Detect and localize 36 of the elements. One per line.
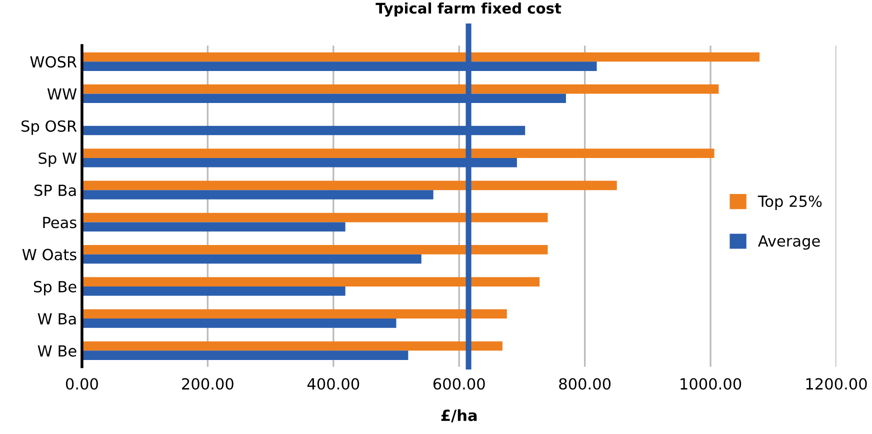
- y-tick-label: W Ba: [38, 313, 76, 325]
- x-tick-label: 0.00: [66, 378, 98, 390]
- bar: [82, 341, 502, 351]
- x-tick-label: 800.00: [559, 378, 611, 390]
- bar: [82, 245, 548, 254]
- bar: [82, 190, 434, 200]
- x-tick-label: 1200.00: [806, 378, 867, 390]
- bar: [82, 254, 422, 264]
- legend-label: Average: [758, 235, 820, 250]
- bar: [82, 318, 396, 328]
- bar: [82, 309, 507, 319]
- bar: [82, 277, 540, 286]
- y-tick-label: W Be: [38, 345, 76, 357]
- x-tick-label: 600.00: [433, 378, 485, 390]
- y-tick-label: Sp W: [38, 152, 77, 167]
- y-tick-label: Sp OSR: [22, 120, 77, 135]
- y-tick-label: SP Ba: [34, 184, 76, 196]
- y-tick-label: W Oats: [22, 248, 76, 260]
- bar: [82, 180, 617, 190]
- x-tick-label: 200.00: [182, 378, 234, 390]
- bar: [82, 286, 346, 296]
- y-tick-label: Peas: [43, 216, 76, 228]
- x-tick-label: 400.00: [307, 378, 360, 390]
- y-tick-label: Sp Be: [34, 280, 76, 296]
- bar: [82, 148, 714, 158]
- bar: [82, 350, 408, 360]
- bar: [82, 222, 346, 232]
- bar: [82, 212, 548, 222]
- y-tick-label: WOSR: [30, 56, 77, 68]
- bar: [82, 84, 719, 94]
- legend-label: Top 25%: [758, 195, 822, 210]
- x-tick-label: 1000.00: [680, 378, 742, 390]
- x-axis-title: £/ha: [441, 409, 477, 422]
- bar: [82, 52, 760, 62]
- y-tick-label: WW: [47, 88, 77, 100]
- ref-line-label: Typical farm fixed cost: [376, 2, 562, 17]
